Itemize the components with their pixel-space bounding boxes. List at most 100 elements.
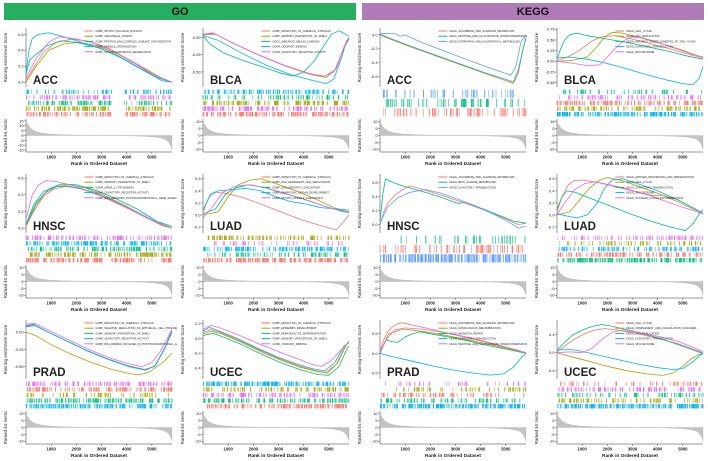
gsea-panel-acc-kegg: Running enrichment Score Ranked list metr… bbox=[354, 23, 531, 169]
rug-row-red bbox=[381, 392, 525, 398]
es-curve bbox=[556, 352, 704, 376]
es-tick-label: 0.6 bbox=[549, 176, 555, 181]
es-curve bbox=[25, 323, 173, 370]
rug-row-blue bbox=[25, 241, 172, 246]
x-tick-label: 3000 bbox=[97, 301, 107, 306]
x-tick-label: 2000 bbox=[426, 301, 436, 306]
x-tick-label: 5000 bbox=[678, 447, 688, 452]
es-curve bbox=[25, 331, 173, 376]
rug-row-blue bbox=[556, 112, 703, 117]
rug-row-green bbox=[557, 258, 702, 263]
metric-tick-label: 10 bbox=[550, 119, 555, 124]
metric-tick-label: 5 bbox=[552, 272, 555, 277]
rug-row-blue bbox=[26, 89, 172, 94]
metric-tick-label: 15 bbox=[19, 118, 24, 123]
legend-label: KEGG_PENTOSE_AND_GLUCURONATE_INTERCONVER… bbox=[449, 34, 527, 38]
go-header-label: GO bbox=[171, 5, 189, 18]
rug-row-magenta bbox=[559, 95, 702, 100]
es-curve bbox=[379, 327, 527, 354]
x-tick-label: 5000 bbox=[501, 301, 511, 306]
es-axis-title: Running enrichment Score bbox=[357, 324, 362, 374]
legend-label: KEGG_ASCORBATE_AND_ALDARATE_METABOLISM bbox=[449, 29, 514, 33]
metric-tick-label: -5 bbox=[551, 432, 555, 437]
x-tick-label: 4000 bbox=[122, 301, 132, 306]
x-tick-label: 1000 bbox=[401, 155, 411, 160]
legend-label: KEGG_CELL_CYCLE bbox=[626, 321, 652, 325]
rug-row-indigo bbox=[380, 254, 527, 263]
x-tick-label: 1000 bbox=[47, 447, 57, 452]
metric-tick-label: -10 bbox=[372, 293, 379, 298]
x-tick-label: 3000 bbox=[628, 155, 638, 160]
ranked-list-metric-area bbox=[25, 120, 173, 151]
rug-row-olive bbox=[207, 235, 350, 240]
legend-label: GOBP_DETECTION_OF_CHEMICAL_STIMULUS bbox=[272, 175, 331, 179]
rug-row-olive bbox=[557, 106, 700, 111]
es-axis-title: Running enrichment Score bbox=[180, 178, 185, 228]
x-tick-label: 5000 bbox=[324, 447, 334, 452]
legend-label: GOMF_OLFACTORY_RECEPTOR_ACTIVITY bbox=[272, 50, 326, 54]
rug-row-red bbox=[202, 112, 349, 117]
x-tick-label: 4000 bbox=[653, 155, 663, 160]
legend-label: KEGG_SPLICEOSOME bbox=[626, 50, 654, 54]
es-curve bbox=[25, 32, 173, 83]
legend-label: KEGG_OLFACTORY_TRANSDUCTION bbox=[449, 185, 496, 189]
rug-row-green bbox=[400, 235, 526, 244]
x-tick-label: 4000 bbox=[476, 301, 486, 306]
metric-tick-label: 10 bbox=[550, 265, 555, 270]
rug-row-red bbox=[379, 244, 523, 254]
x-tick-label: 4000 bbox=[299, 301, 309, 306]
es-tick-label: 0.0 bbox=[195, 212, 201, 217]
es-tick-label: 0.2 bbox=[195, 200, 201, 205]
es-tick-label: -0.2 bbox=[194, 351, 202, 356]
x-tick-label: 4000 bbox=[653, 447, 663, 452]
rug-row-green bbox=[557, 392, 704, 398]
ranked-list-metric-area bbox=[202, 413, 350, 442]
metric-tick-label: 5 bbox=[21, 272, 24, 277]
es-axis-title: Running enrichment Score bbox=[3, 324, 8, 374]
x-tick-label: 3000 bbox=[451, 447, 461, 452]
legend-label: GOMF_OLFACTORY_RECEPTOR_ACTIVITY bbox=[95, 337, 149, 341]
cancer-type-label: HNSC bbox=[387, 221, 420, 233]
x-tick-label: 1000 bbox=[578, 155, 588, 160]
rug-row-blue bbox=[203, 381, 349, 386]
gsea-panel-hnsc-kegg: Running enrichment Score Ranked list metr… bbox=[354, 169, 531, 315]
es-curve bbox=[202, 191, 350, 231]
es-curve bbox=[25, 36, 173, 83]
legend-label: KEGG_OLFACTORY_TRANSDUCTION bbox=[449, 337, 496, 341]
es-tick-label: 0.0 bbox=[372, 351, 378, 356]
legend-label: KEGG_MATURITY_ONSET_DIABETES_OF_THE_YOUN… bbox=[626, 39, 695, 43]
es-curve bbox=[25, 322, 173, 368]
metric-tick-label: 0 bbox=[21, 425, 24, 430]
x-tick-label: 3000 bbox=[97, 155, 107, 160]
es-tick-label: -0.5 bbox=[371, 371, 379, 376]
metric-tick-label: -10 bbox=[372, 147, 379, 152]
legend-label: GOBP_ORGANELLE_FISSION bbox=[95, 34, 132, 38]
es-curve bbox=[202, 35, 350, 84]
metric-axis-title: Ranked list metric bbox=[180, 119, 185, 152]
es-curve bbox=[379, 353, 527, 376]
gsea-panel-luad-go: Running enrichment Score Ranked list metr… bbox=[177, 169, 354, 315]
es-tick-label: 0.50 bbox=[547, 37, 556, 42]
rug-row-green bbox=[203, 398, 350, 403]
rug-row-olive bbox=[559, 241, 702, 246]
es-axis-title: Running enrichment Score bbox=[534, 178, 539, 228]
metric-tick-label: 5 bbox=[198, 272, 201, 277]
metric-tick-label: 10 bbox=[19, 411, 24, 416]
x-tick-label: 2000 bbox=[426, 155, 436, 160]
legend-label: GOBP_SENSORY_PERCEPTION_OF_SMELL bbox=[95, 180, 150, 184]
es-curve bbox=[202, 329, 350, 373]
x-tick-label: 2000 bbox=[603, 301, 613, 306]
ranked-list-metric-area bbox=[202, 267, 350, 296]
cancer-type-label: PRAD bbox=[387, 367, 420, 379]
legend-label: KEGG_DNA_REPLICATION bbox=[626, 331, 659, 335]
gsea-plot-hnsc-go: Running enrichment Score Ranked list metr… bbox=[3, 174, 177, 313]
metric-tick-label: 5 bbox=[375, 126, 378, 131]
x-tick-label: 1000 bbox=[47, 155, 57, 160]
es-tick-label: 0.4 bbox=[18, 48, 24, 53]
es-curve bbox=[379, 185, 527, 225]
metric-tick-label: 5 bbox=[552, 126, 555, 131]
legend-label: GOBP_SPINDLE_ORGANIZATION bbox=[95, 45, 136, 49]
es-curve bbox=[25, 38, 173, 83]
x-tick-label: 3000 bbox=[451, 155, 461, 160]
legend-label: GOBP_DNA_INTEGRITY_CHECKPOINT bbox=[272, 185, 321, 189]
